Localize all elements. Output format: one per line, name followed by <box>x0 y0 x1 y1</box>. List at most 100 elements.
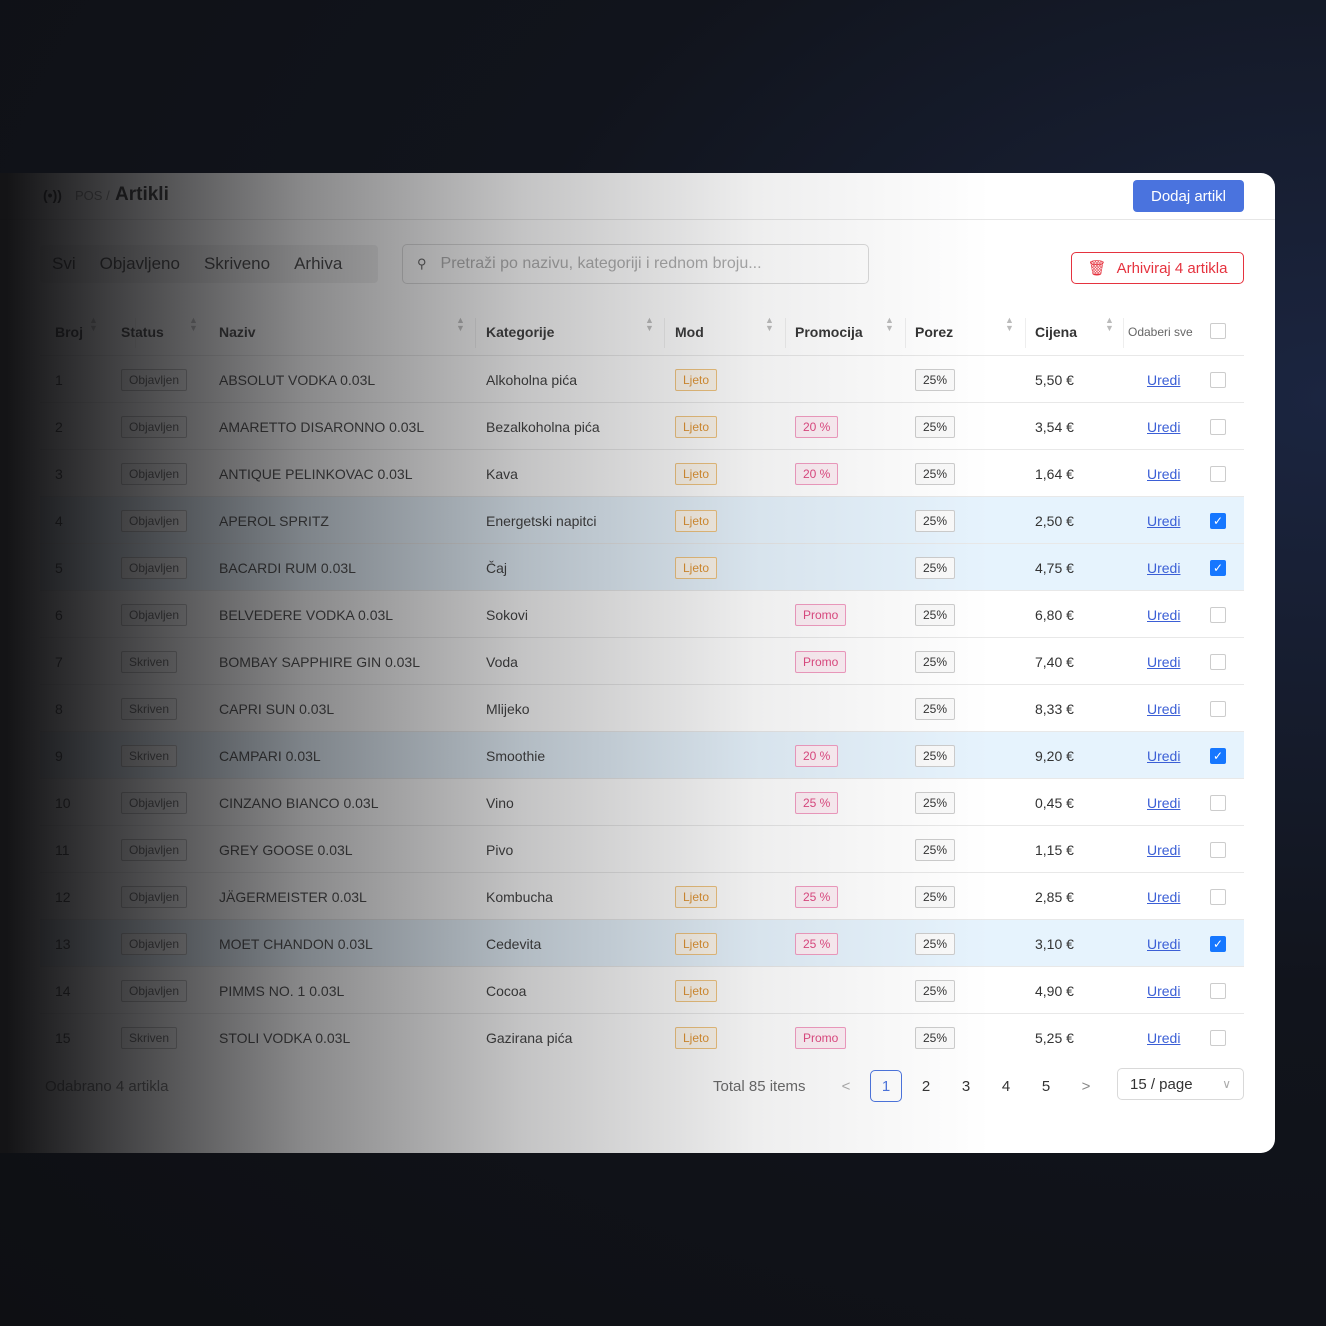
cell-select[interactable]: ✓ <box>1210 497 1226 544</box>
edit-link[interactable]: Uredi <box>1147 606 1181 623</box>
row-checkbox[interactable] <box>1210 653 1226 670</box>
edit-link[interactable]: Uredi <box>1147 747 1181 764</box>
table-row[interactable]: 6 Objavljen BELVEDERE VODKA 0.03L Sokovi Pro… <box>40 590 1244 637</box>
page-3[interactable]: 3 <box>961 1077 971 1095</box>
edit-link[interactable]: Uredi <box>1147 559 1181 576</box>
row-checkbox[interactable] <box>1210 700 1226 717</box>
tab-hidden[interactable]: Skriveno <box>203 254 271 273</box>
table-row[interactable]: 3 Objavljen ANTIQUE PELINKOVAC 0.03L Kava Lj… <box>40 449 1244 496</box>
col-promocija[interactable]: Promocija <box>795 323 863 340</box>
cell-select[interactable]: ✓ <box>1210 544 1226 591</box>
cell-edit[interactable]: Uredi <box>1147 732 1180 779</box>
tab-archive[interactable]: Arhiva <box>294 254 343 273</box>
cell-select[interactable] <box>1210 967 1226 1014</box>
table-row[interactable]: 15 Skriven STOLI VODKA 0.03L Gazirana pića L… <box>40 1013 1244 1060</box>
col-mod[interactable]: Mod <box>675 323 704 340</box>
row-checkbox[interactable] <box>1210 841 1226 858</box>
cell-select[interactable]: ✓ <box>1210 920 1226 967</box>
cell-edit[interactable]: Uredi <box>1147 873 1180 920</box>
tab-published[interactable]: Objavljeno <box>99 254 180 273</box>
table-row[interactable]: 1 Objavljen ABSOLUT VODKA 0.03L Alkoholna p… <box>40 355 1244 402</box>
row-checkbox[interactable] <box>1210 606 1226 623</box>
edit-link[interactable]: Uredi <box>1147 653 1181 670</box>
cell-edit[interactable]: Uredi <box>1147 826 1180 873</box>
cell-select[interactable] <box>1210 873 1226 920</box>
cell-select[interactable] <box>1210 450 1226 497</box>
cell-select[interactable]: ✓ <box>1210 732 1226 779</box>
cell-edit[interactable]: Uredi <box>1147 685 1180 732</box>
cell-select[interactable] <box>1210 591 1226 638</box>
table-row[interactable]: 8 Skriven CAPRI SUN 0.03L Mlijeko 25% 8,33 € U… <box>40 684 1244 731</box>
add-article-button[interactable]: Dodaj artikl <box>1133 180 1244 212</box>
sort-icon[interactable]: ▲ ▼ <box>456 315 465 333</box>
cell-select[interactable] <box>1210 403 1226 450</box>
cell-select[interactable] <box>1210 826 1226 873</box>
edit-link[interactable]: Uredi <box>1147 794 1181 811</box>
page-2[interactable]: 2 <box>921 1077 931 1095</box>
page-size-select[interactable]: 15 / page ∨ <box>1117 1068 1244 1100</box>
table-row[interactable]: 12 Objavljen JÄGERMEISTER 0.03L Kombucha Lje… <box>40 872 1244 919</box>
sort-icon[interactable]: ▲ ▼ <box>89 315 98 333</box>
row-checkbox[interactable] <box>1210 1029 1226 1046</box>
edit-link[interactable]: Uredi <box>1147 935 1181 952</box>
select-all-checkbox[interactable] <box>1210 323 1226 339</box>
col-broj[interactable]: Broj <box>55 323 83 340</box>
cell-edit[interactable]: Uredi <box>1147 967 1180 1014</box>
table-row[interactable]: 14 Objavljen PIMMS NO. 1 0.03L Cocoa Ljeto 25… <box>40 966 1244 1013</box>
cell-edit[interactable]: Uredi <box>1147 920 1180 967</box>
row-checkbox[interactable] <box>1210 418 1226 435</box>
cell-edit[interactable]: Uredi <box>1147 591 1180 638</box>
table-row[interactable]: 5 Objavljen BACARDI RUM 0.03L Čaj Ljeto 25% 4,… <box>40 543 1244 590</box>
prev-page-button[interactable]: < <box>841 1077 851 1095</box>
table-row[interactable]: 11 Objavljen GREY GOOSE 0.03L Pivo 25% 1,15 €… <box>40 825 1244 872</box>
edit-link[interactable]: Uredi <box>1147 512 1181 529</box>
edit-link[interactable]: Uredi <box>1147 982 1181 999</box>
tab-all[interactable]: Svi <box>52 254 76 273</box>
breadcrumb[interactable]: POS / <box>75 188 110 203</box>
sort-icon[interactable]: ▲ ▼ <box>1105 315 1114 333</box>
table-row[interactable]: 2 Objavljen AMARETTO DISARONNO 0.03L Bezalk… <box>40 402 1244 449</box>
col-status[interactable]: Status <box>121 323 164 340</box>
row-checkbox[interactable] <box>1210 371 1226 388</box>
row-checkbox[interactable]: ✓ <box>1210 559 1226 576</box>
col-cijena[interactable]: Cijena <box>1035 323 1078 340</box>
row-checkbox[interactable]: ✓ <box>1210 747 1226 764</box>
cell-edit[interactable]: Uredi <box>1147 638 1180 685</box>
edit-link[interactable]: Uredi <box>1147 1029 1181 1046</box>
archive-selected-button[interactable]: 🗑 Arhiviraj 4 artikla <box>1071 252 1244 284</box>
cell-edit[interactable]: Uredi <box>1147 356 1180 403</box>
col-naziv[interactable]: Naziv <box>219 323 256 340</box>
sort-icon[interactable]: ▲ ▼ <box>645 315 654 333</box>
row-checkbox[interactable] <box>1210 794 1226 811</box>
sort-icon[interactable]: ▲ ▼ <box>189 315 198 333</box>
row-checkbox[interactable] <box>1210 465 1226 482</box>
cell-select[interactable] <box>1210 685 1226 732</box>
page-4[interactable]: 4 <box>1001 1077 1011 1095</box>
edit-link[interactable]: Uredi <box>1147 465 1181 482</box>
cell-select[interactable] <box>1210 356 1226 403</box>
edit-link[interactable]: Uredi <box>1147 371 1181 388</box>
edit-link[interactable]: Uredi <box>1147 700 1181 717</box>
cell-select[interactable] <box>1210 1014 1226 1061</box>
edit-link[interactable]: Uredi <box>1147 888 1181 905</box>
cell-select[interactable] <box>1210 638 1226 685</box>
row-checkbox[interactable] <box>1210 888 1226 905</box>
col-kategorije[interactable]: Kategorije <box>486 323 555 340</box>
edit-link[interactable]: Uredi <box>1147 418 1181 435</box>
cell-edit[interactable]: Uredi <box>1147 1014 1180 1061</box>
cell-edit[interactable]: Uredi <box>1147 779 1180 826</box>
row-checkbox[interactable]: ✓ <box>1210 512 1226 529</box>
table-row[interactable]: 13 Objavljen MOET CHANDON 0.03L Cedevita Lje… <box>40 919 1244 966</box>
sort-icon[interactable]: ▲ ▼ <box>765 315 774 333</box>
col-porez[interactable]: Porez <box>915 323 954 340</box>
cell-edit[interactable]: Uredi <box>1147 497 1180 544</box>
row-checkbox[interactable] <box>1210 982 1226 999</box>
table-row[interactable]: 9 Skriven CAMPARI 0.03L Smoothie 20 % 25% 9,20… <box>40 731 1244 778</box>
table-row[interactable]: 7 Skriven BOMBAY SAPPHIRE GIN 0.03L Voda Pro… <box>40 637 1244 684</box>
row-checkbox[interactable]: ✓ <box>1210 935 1226 952</box>
cell-edit[interactable]: Uredi <box>1147 450 1180 497</box>
page-5[interactable]: 5 <box>1041 1077 1051 1095</box>
cell-edit[interactable]: Uredi <box>1147 544 1180 591</box>
sort-icon[interactable]: ▲ ▼ <box>885 315 894 333</box>
edit-link[interactable]: Uredi <box>1147 841 1181 858</box>
